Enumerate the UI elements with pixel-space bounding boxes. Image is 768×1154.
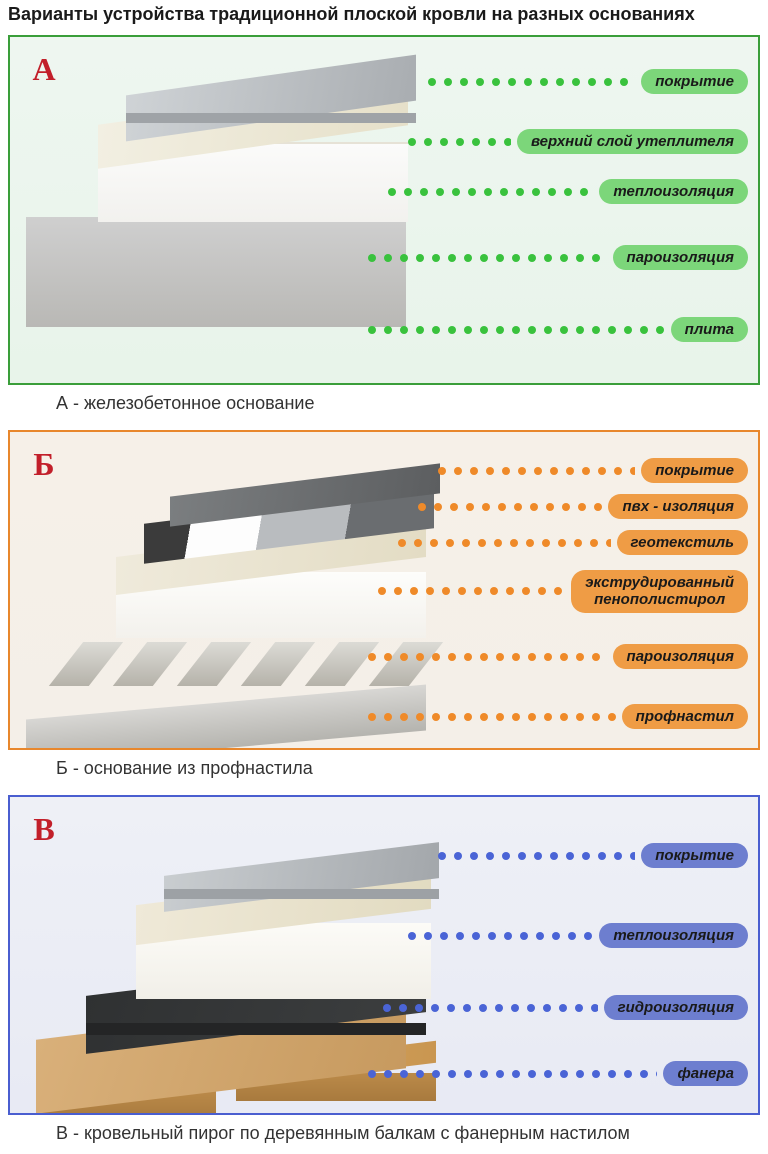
leader-dots [368, 254, 607, 262]
panel-c-badge: В [24, 807, 64, 851]
leader-dots [378, 587, 565, 595]
panel-c-labels: покрытие теплоизоляция гидроизоляция фанера [368, 803, 748, 1107]
leader-dots [383, 1004, 598, 1012]
leader-dots [408, 932, 593, 940]
panel-b-label-row-1: пвх - изоляция [368, 494, 748, 519]
panel-c-caption: В - кровельный пирог по деревянным балка… [0, 1119, 768, 1154]
label-pill: теплоизоляция [599, 179, 748, 204]
panel-b: Б покрытие пвх - изоляция геотекстиль экстр… [8, 430, 760, 750]
label-pill: плита [671, 317, 748, 342]
panel-c-label-row-2: гидроизоляция [368, 995, 748, 1020]
panel-c-label-row-3: фанера [368, 1061, 748, 1086]
label-pill: пвх - изоляция [608, 494, 748, 519]
leader-dots [368, 713, 616, 721]
label-pill: покрытие [641, 843, 748, 868]
label-pill: экструдированныйпенополистирол [571, 570, 748, 613]
label-pill: профнастил [622, 704, 748, 729]
label-pill: пароизоляция [613, 245, 748, 270]
leader-dots [438, 467, 635, 475]
label-pill: верхний слой утеплителя [517, 129, 748, 154]
panel-a: А покрытие верхний слой утеплителя теплоиз… [8, 35, 760, 385]
panel-a-label-row-4: плита [368, 317, 748, 342]
label-pill: фанера [663, 1061, 748, 1086]
leader-dots [418, 503, 602, 511]
panel-c-label-row-0: покрытие [368, 843, 748, 868]
leader-dots [438, 852, 635, 860]
panel-a-labels: покрытие верхний слой утеплителя теплоизол… [368, 43, 748, 377]
panel-b-badge: Б [24, 442, 64, 486]
leader-dots [388, 188, 593, 196]
b-base-sheet [26, 685, 426, 750]
leader-dots [408, 138, 511, 146]
panel-a-caption: А - железобетонное основание [0, 389, 768, 424]
panel-b-label-row-4: пароизоляция [368, 644, 748, 669]
panel-a-label-row-0: покрытие [368, 69, 748, 94]
panel-a-label-row-3: пароизоляция [368, 245, 748, 270]
panel-b-labels: покрытие пвх - изоляция геотекстиль экструд… [368, 438, 748, 742]
label-pill: теплоизоляция [599, 923, 748, 948]
panel-b-label-row-0: покрытие [368, 458, 748, 483]
page-title: Варианты устройства традиционной плоской… [0, 0, 768, 29]
panel-c-label-row-1: теплоизоляция [368, 923, 748, 948]
label-pill: покрытие [641, 69, 748, 94]
a-concrete-slab-front [26, 217, 406, 327]
panel-b-label-row-2: геотекстиль [368, 530, 748, 555]
panel-b-label-row-3: экструдированныйпенополистирол [368, 570, 748, 613]
leader-dots [368, 653, 607, 661]
label-pill: геотекстиль [617, 530, 748, 555]
panel-b-label-row-5: профнастил [368, 704, 748, 729]
panel-a-label-row-2: теплоизоляция [368, 179, 748, 204]
label-pill: гидроизоляция [604, 995, 748, 1020]
label-pill: пароизоляция [613, 644, 748, 669]
panel-a-label-row-1: верхний слой утеплителя [368, 129, 748, 154]
label-pill: покрытие [641, 458, 748, 483]
leader-dots [368, 1070, 657, 1078]
panel-a-badge: А [24, 47, 64, 91]
panel-b-caption: Б - основание из профнастила [0, 754, 768, 789]
leader-dots [398, 539, 611, 547]
leader-dots [368, 326, 665, 334]
leader-dots [428, 78, 635, 86]
panel-c: В покрытие теплоизоляция гидроизоляция фане… [8, 795, 760, 1115]
